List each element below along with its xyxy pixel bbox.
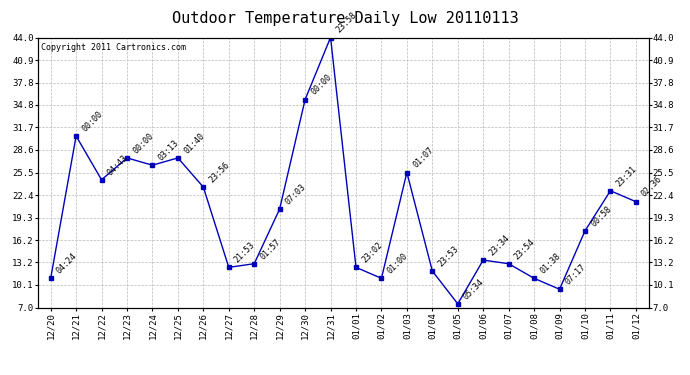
- Text: 01:57: 01:57: [258, 237, 282, 261]
- Text: 05:34: 05:34: [462, 277, 486, 301]
- Text: 01:00: 01:00: [386, 252, 410, 276]
- Text: 23:31: 23:31: [615, 164, 639, 188]
- Text: 01:38: 01:38: [538, 252, 562, 276]
- Text: 23:54: 23:54: [513, 237, 537, 261]
- Text: 07:17: 07:17: [564, 262, 588, 286]
- Text: Copyright 2011 Cartronics.com: Copyright 2011 Cartronics.com: [41, 43, 186, 52]
- Text: 01:40: 01:40: [182, 131, 206, 155]
- Text: 03:13: 03:13: [157, 138, 181, 162]
- Text: 04:24: 04:24: [55, 252, 79, 276]
- Text: 23:56: 23:56: [208, 160, 232, 184]
- Text: 23:53: 23:53: [437, 244, 460, 268]
- Text: 23:58: 23:58: [335, 10, 359, 35]
- Text: 23:02: 23:02: [360, 240, 384, 265]
- Text: 21:53: 21:53: [233, 240, 257, 265]
- Text: 23:34: 23:34: [487, 233, 511, 257]
- Text: 01:07: 01:07: [411, 146, 435, 170]
- Text: 04:43: 04:43: [106, 153, 130, 177]
- Text: 07:03: 07:03: [284, 182, 308, 206]
- Text: 00:00: 00:00: [131, 131, 155, 155]
- Text: 00:00: 00:00: [309, 73, 333, 97]
- Text: 00:00: 00:00: [80, 109, 104, 133]
- Text: 02:36: 02:36: [640, 175, 664, 199]
- Text: Outdoor Temperature Daily Low 20110113: Outdoor Temperature Daily Low 20110113: [172, 11, 518, 26]
- Text: 00:58: 00:58: [589, 204, 613, 228]
